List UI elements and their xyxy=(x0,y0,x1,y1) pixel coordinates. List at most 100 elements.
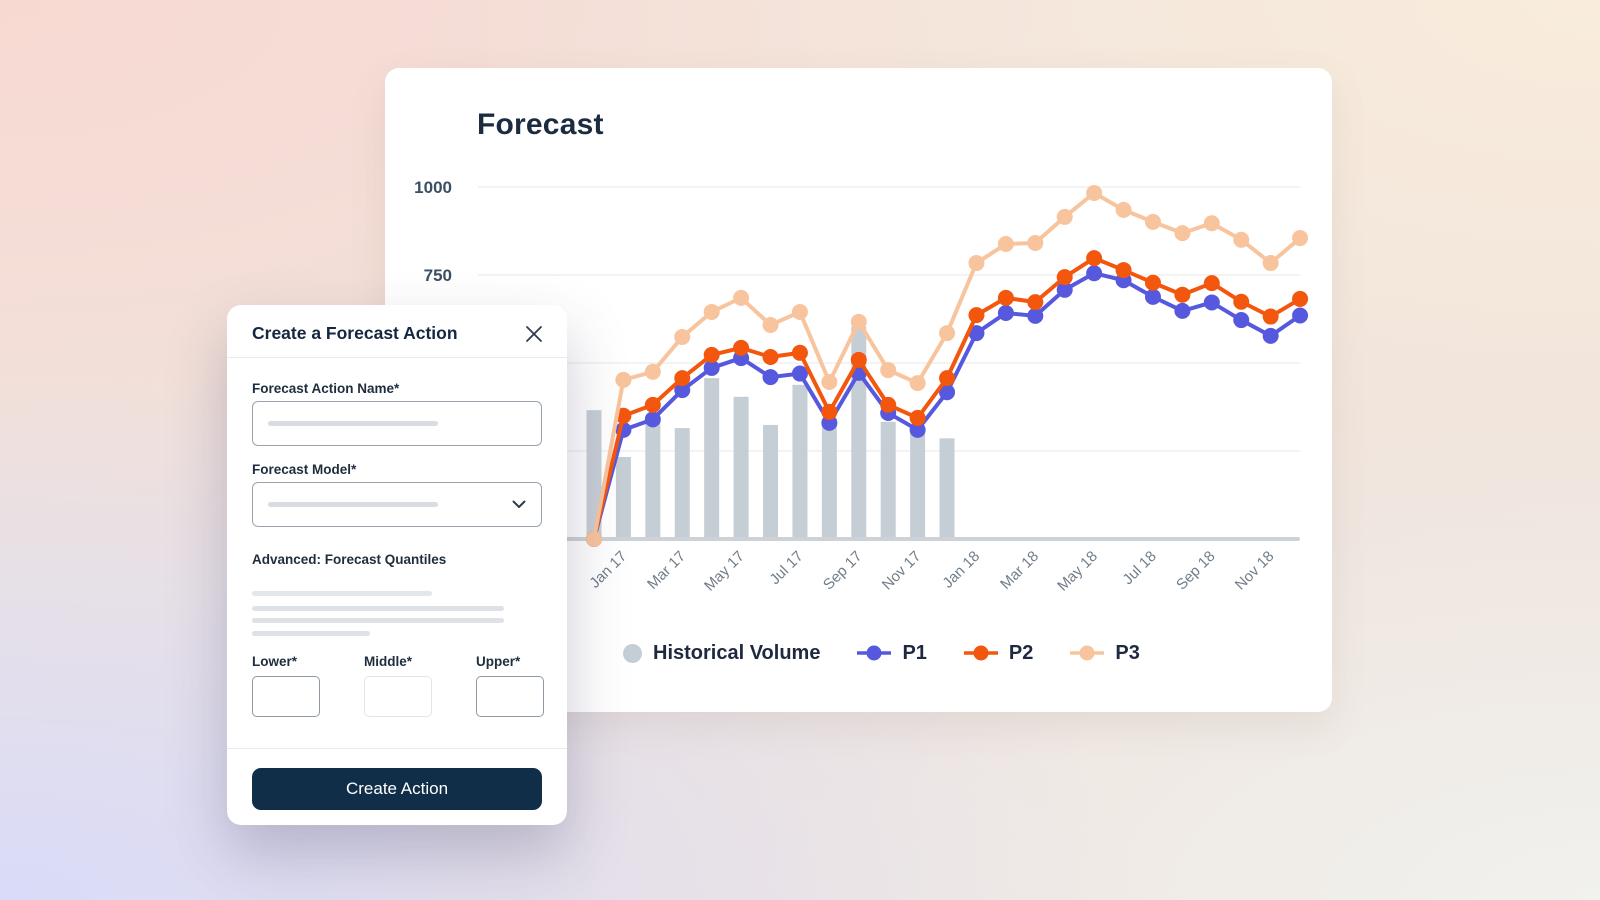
p1-point-Dec-17[interactable] xyxy=(939,384,956,401)
p3-point-Dec-18[interactable] xyxy=(1292,230,1309,247)
historical-bar-Jul-17[interactable] xyxy=(792,384,808,539)
p3-point-Feb-17[interactable] xyxy=(644,363,661,380)
p1-point-Jul-17[interactable] xyxy=(791,365,808,382)
p2-point-Dec-18[interactable] xyxy=(1292,290,1309,307)
p3-point-Jul-18[interactable] xyxy=(1144,213,1161,230)
p3-point-Oct-17[interactable] xyxy=(880,362,897,379)
p3-point-Mar-17[interactable] xyxy=(674,328,691,345)
p1-point-Dec-18[interactable] xyxy=(1292,307,1309,324)
x-tick-label-May-18: May 18 xyxy=(1054,548,1101,595)
p2-point-Nov-18[interactable] xyxy=(1262,308,1279,325)
p3-point-Sep-18[interactable] xyxy=(1203,215,1220,232)
p2-point-Dec-17[interactable] xyxy=(939,370,956,387)
historical-bar-Feb-17[interactable] xyxy=(645,421,661,539)
lower-label: Lower* xyxy=(252,654,298,669)
p1-point-Feb-17[interactable] xyxy=(644,411,661,428)
p1-point-Nov-17[interactable] xyxy=(909,421,926,438)
historical-bar-Apr-17[interactable] xyxy=(704,378,720,539)
create-action-button[interactable]: Create Action xyxy=(252,768,542,810)
middle-input[interactable] xyxy=(364,676,432,717)
quantiles-skeleton-line xyxy=(252,631,370,636)
p2-point-Jan-18[interactable] xyxy=(968,307,985,324)
forecast-action-name-input[interactable] xyxy=(252,401,542,446)
p3-point-Apr-18[interactable] xyxy=(1056,208,1073,225)
p1-point-Oct-18[interactable] xyxy=(1233,312,1250,329)
legend-item-p3[interactable]: P3 xyxy=(1070,642,1140,665)
p3-point-Oct-18[interactable] xyxy=(1233,231,1250,248)
p3-point-Mar-18[interactable] xyxy=(1027,234,1044,251)
p1-point-Sep-18[interactable] xyxy=(1203,294,1220,311)
p3-point-Aug-18[interactable] xyxy=(1174,225,1191,242)
historical-bar-Dec-16[interactable] xyxy=(586,410,602,539)
forecast-model-select[interactable] xyxy=(252,482,542,527)
p3-point-May-17[interactable] xyxy=(733,289,750,306)
p3-point-Sep-17[interactable] xyxy=(850,313,867,330)
p2-point-Apr-18[interactable] xyxy=(1056,269,1073,286)
p2-point-Mar-17[interactable] xyxy=(674,370,691,387)
historical-bar-Aug-17[interactable] xyxy=(821,424,837,539)
historical-bar-May-17[interactable] xyxy=(733,396,749,539)
p3-point-Dec-16[interactable] xyxy=(586,531,602,547)
p2-point-Apr-17[interactable] xyxy=(703,346,720,363)
legend-item-p1[interactable]: P1 xyxy=(857,642,927,665)
upper-input[interactable] xyxy=(476,676,544,717)
p3-point-Apr-17[interactable] xyxy=(703,303,720,320)
p1-point-Aug-18[interactable] xyxy=(1174,302,1191,319)
historical-bar-Jan-17[interactable] xyxy=(615,456,631,539)
legend-item-p2[interactable]: P2 xyxy=(963,642,1033,665)
p3-point-May-18[interactable] xyxy=(1086,184,1103,201)
p2-point-Jul-17[interactable] xyxy=(791,344,808,361)
p2-point-Mar-18[interactable] xyxy=(1027,294,1044,311)
legend-item-historical-volume[interactable]: Historical Volume xyxy=(623,642,820,665)
p3-point-Jan-17[interactable] xyxy=(615,371,632,388)
p3-point-Nov-18[interactable] xyxy=(1262,255,1279,272)
x-tick-label-Jul-17: Jul 17 xyxy=(766,548,806,588)
p3-point-Feb-18[interactable] xyxy=(997,236,1014,253)
historical-bar-Dec-17[interactable] xyxy=(939,438,955,539)
p1-point-Feb-18[interactable] xyxy=(997,305,1014,322)
x-tick-label-Nov-17: Nov 17 xyxy=(879,548,925,594)
y-tick-label-750: 750 xyxy=(424,266,452,285)
p2-point-Sep-17[interactable] xyxy=(850,351,867,368)
p2-point-Aug-17[interactable] xyxy=(821,403,838,420)
p2-point-Aug-18[interactable] xyxy=(1174,286,1191,303)
historical-bar-Mar-17[interactable] xyxy=(674,428,690,539)
p3-point-Aug-17[interactable] xyxy=(821,374,838,391)
p2-point-Sep-18[interactable] xyxy=(1203,275,1220,292)
p1-point-Apr-18[interactable] xyxy=(1056,281,1073,298)
p1-point-Nov-18[interactable] xyxy=(1262,327,1279,344)
p3-point-Nov-17[interactable] xyxy=(909,375,926,392)
p1-point-Jan-18[interactable] xyxy=(968,325,985,342)
p2-point-Feb-18[interactable] xyxy=(997,289,1014,306)
p3-point-Dec-17[interactable] xyxy=(939,325,956,342)
close-icon[interactable] xyxy=(523,323,545,345)
p1-point-Jun-17[interactable] xyxy=(762,369,779,386)
p2-point-Oct-18[interactable] xyxy=(1233,293,1250,310)
x-tick-label-Jan-17: Jan 17 xyxy=(586,548,630,592)
x-tick-label-Sep-18: Sep 18 xyxy=(1173,548,1219,594)
p3-point-Jul-17[interactable] xyxy=(791,303,808,320)
p2-point-Jun-17[interactable] xyxy=(762,349,779,366)
p3-point-Jun-17[interactable] xyxy=(762,316,779,333)
p1-point-May-18[interactable] xyxy=(1086,265,1103,282)
historical-bar-Nov-17[interactable] xyxy=(910,433,926,539)
advanced-quantiles-label: Advanced: Forecast Quantiles xyxy=(252,552,447,567)
p2-point-Oct-17[interactable] xyxy=(880,396,897,413)
p2-point-May-18[interactable] xyxy=(1086,250,1103,267)
p1-point-Mar-18[interactable] xyxy=(1027,307,1044,324)
p1-point-Apr-17[interactable] xyxy=(703,359,720,376)
forecast-chart: 750 1000 Jan 17 Mar 17 May 17 Jul 17 Sep 17 Nov… xyxy=(414,178,1309,595)
p2-point-May-17[interactable] xyxy=(733,339,750,356)
p1-point-Jul-18[interactable] xyxy=(1144,288,1161,305)
historical-bar-Jun-17[interactable] xyxy=(763,424,779,539)
p3-point-Jun-18[interactable] xyxy=(1115,201,1132,218)
p2-point-Nov-17[interactable] xyxy=(909,409,926,426)
lower-input[interactable] xyxy=(252,676,320,717)
p2-point-Feb-17[interactable] xyxy=(644,396,661,413)
historical-bar-Oct-17[interactable] xyxy=(880,421,896,539)
p1-point-Mar-17[interactable] xyxy=(674,382,691,399)
p2-point-Jul-18[interactable] xyxy=(1144,274,1161,291)
p2-point-Jun-18[interactable] xyxy=(1115,262,1132,279)
p3-point-Jan-18[interactable] xyxy=(968,255,985,272)
forecast-model-label: Forecast Model* xyxy=(252,462,357,477)
